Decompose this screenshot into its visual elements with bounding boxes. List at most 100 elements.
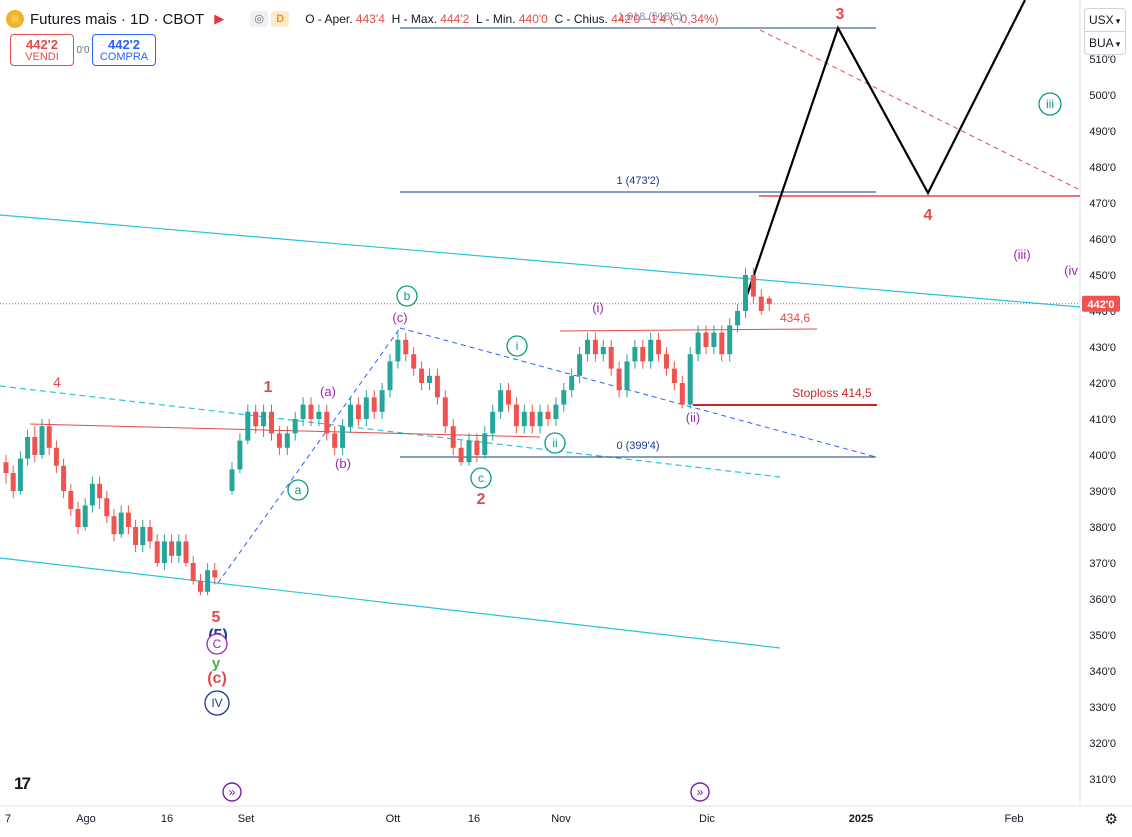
candle-body <box>521 411 527 427</box>
flag-icon[interactable]: ▶ <box>214 11 225 26</box>
wave-label-purple-iv: (iv <box>1064 263 1078 278</box>
unit-dropdown[interactable]: BUA ▾ <box>1085 32 1125 54</box>
candle-body <box>711 332 717 347</box>
x-tick-label: Ott <box>386 813 401 825</box>
wave-label-blue-IV-circle <box>204 690 230 716</box>
wave-label-red-5: 5 <box>212 609 221 626</box>
wave-label-teal-ii: ii <box>552 436 557 450</box>
candle-body <box>308 404 314 419</box>
candle-body <box>363 397 369 419</box>
candle-body <box>442 397 448 427</box>
projected-wave-path <box>742 0 1026 305</box>
candle-body <box>616 368 622 391</box>
symbol-icon[interactable] <box>6 10 24 28</box>
channel-upper-line <box>0 214 1081 308</box>
y-tick-label: 390'0 <box>1089 486 1116 498</box>
y-tick-label: 310'0 <box>1089 774 1116 786</box>
y-tick-label: 360'0 <box>1089 594 1116 606</box>
channel-mid-dashed <box>0 385 781 478</box>
wave-label-teal-iii: iii <box>1046 97 1054 111</box>
y-tick-label: 400'0 <box>1089 450 1116 462</box>
candle-body <box>97 483 103 499</box>
sell-button[interactable]: 442'2 VENDI <box>10 34 74 66</box>
candle-body <box>411 354 417 369</box>
wave-label-purple-a: (a) <box>320 384 336 399</box>
candle-body <box>585 339 590 355</box>
candle-body <box>269 411 274 434</box>
market-status-badge[interactable]: ◎ <box>250 11 269 27</box>
candle-body <box>679 383 685 405</box>
candle-body <box>458 447 464 463</box>
candle-body <box>261 411 267 427</box>
candle-body <box>133 527 139 545</box>
wave-label-teal-c: c <box>478 471 484 485</box>
low-value: 440'0 <box>518 12 548 26</box>
candle-body <box>608 347 614 369</box>
gear-icon[interactable]: ⚙ <box>1104 811 1118 828</box>
wave-label-teal-a-circle <box>287 479 309 501</box>
candle-body <box>205 570 211 592</box>
wave-label-teal-ii-circle <box>544 432 566 454</box>
currency-dropdown[interactable]: USX ▾ <box>1085 9 1125 32</box>
y-tick-label: 350'0 <box>1089 630 1116 642</box>
wave-label-teal-a: a <box>295 483 302 497</box>
candle-body <box>671 368 677 383</box>
candle-body <box>529 411 535 427</box>
candle-body <box>17 458 23 491</box>
wave-label-teal-iii-circle <box>1038 92 1062 116</box>
last-price-label: 442'0 <box>1087 299 1114 311</box>
candle-body <box>212 570 218 578</box>
candle-body <box>324 411 330 434</box>
candle-body <box>316 411 322 419</box>
fib-level-1618-label: 1.618 (518'6) <box>618 11 682 23</box>
candle-body <box>419 368 425 383</box>
low-label: L - Min. <box>475 12 516 26</box>
candle-body <box>743 275 748 311</box>
candle-body <box>147 527 153 542</box>
candle-body <box>592 339 598 355</box>
wave-label-purple-b: (b) <box>335 456 351 471</box>
candle-body <box>695 332 701 355</box>
y-tick-label: 380'0 <box>1089 522 1116 534</box>
wave-label-red-3: 3 <box>836 6 845 23</box>
candle-body <box>600 347 606 355</box>
y-tick-label: 410'0 <box>1089 414 1116 426</box>
wave-label-purple-c-paren: (c) <box>392 310 407 325</box>
symbol-title[interactable]: Futures mais · 1D · CBOT <box>30 10 205 28</box>
y-tick-label: 430'0 <box>1089 342 1116 354</box>
candle-body <box>89 483 95 506</box>
candle-body <box>75 509 81 527</box>
candle-body <box>687 354 693 405</box>
event-marker-icon[interactable] <box>690 782 710 802</box>
candle-body <box>427 375 432 383</box>
candle-body <box>229 469 235 491</box>
unit-label: BUA <box>1089 36 1114 50</box>
candle-body <box>169 541 175 556</box>
buy-button[interactable]: 442'2 COMPRA <box>92 34 156 66</box>
candle-body <box>183 541 189 563</box>
y-tick-label: 480'0 <box>1089 162 1116 174</box>
candle-body <box>61 465 67 491</box>
x-tick-label: Feb <box>1005 813 1024 825</box>
sell-price: 442'2 <box>25 37 58 52</box>
units-selector: USX ▾ BUA ▾ <box>1084 8 1126 55</box>
candle-body <box>727 325 733 355</box>
candle-body <box>664 354 669 369</box>
event-marker-icon[interactable] <box>222 782 242 802</box>
candle-body <box>104 498 110 517</box>
candle-body <box>253 411 259 427</box>
wave-dashed-up <box>217 327 401 584</box>
delayed-badge[interactable]: D <box>271 11 290 27</box>
candle-body <box>371 397 377 412</box>
tradingview-logo[interactable]: 17 <box>14 774 31 793</box>
trade-panel: 442'2 VENDI 0'0 442'2 COMPRA <box>10 34 156 66</box>
candle-body <box>474 440 480 455</box>
dashed-red-trend <box>759 29 1081 191</box>
y-tick-label: 420'0 <box>1089 378 1116 390</box>
close-value: 442'0 <box>611 12 641 26</box>
wave-label-red-2: 2 <box>477 491 486 508</box>
wave-label-red-4: 4 <box>924 207 933 224</box>
close-label: C - Chius. <box>554 12 608 26</box>
candle-body <box>498 390 504 412</box>
